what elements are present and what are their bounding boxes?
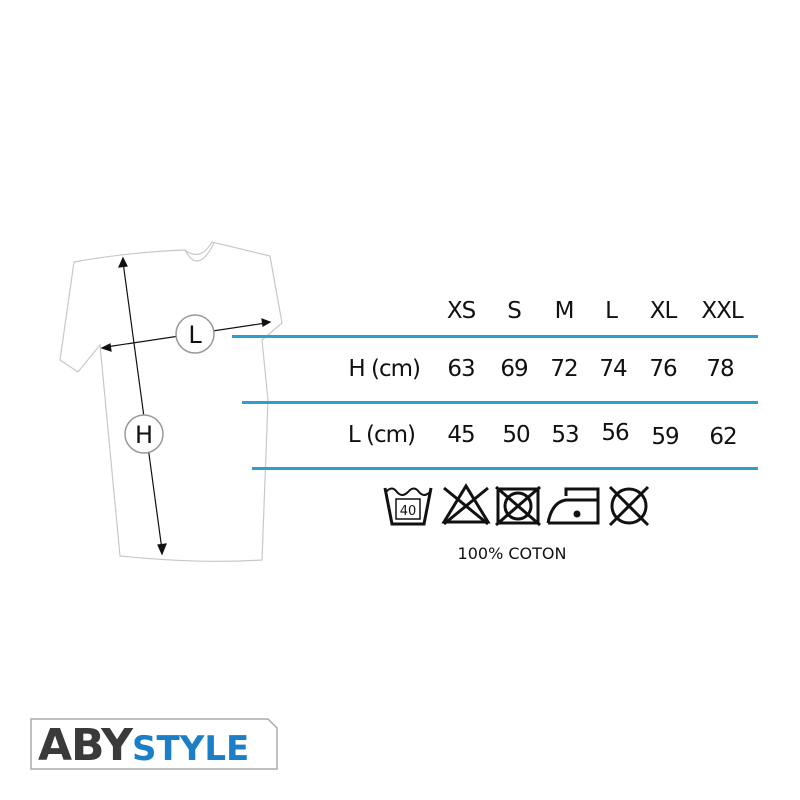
size-header-cell: XL bbox=[649, 298, 678, 324]
abystyle-logo: ABYSTYLE bbox=[30, 718, 278, 771]
size-header-cell: L bbox=[605, 298, 618, 324]
no-bleach-icon bbox=[441, 483, 491, 526]
table-cell: 76 bbox=[649, 356, 677, 382]
size-header-cell: XXL bbox=[701, 298, 743, 324]
height-marker: H bbox=[135, 421, 153, 449]
table-divider bbox=[242, 401, 758, 404]
table-cell: 72 bbox=[550, 356, 578, 382]
table-cell: 45 bbox=[447, 422, 475, 448]
no-dry-clean-icon bbox=[608, 485, 650, 527]
svg-text:40: 40 bbox=[400, 504, 417, 519]
table-cell: 56 bbox=[601, 420, 629, 446]
size-header-cell: M bbox=[554, 298, 575, 324]
material-label: 100% COTON bbox=[457, 544, 567, 563]
table-cell: 62 bbox=[709, 424, 737, 450]
table-cell: 69 bbox=[500, 356, 528, 382]
table-divider bbox=[232, 335, 758, 338]
row-label: L (cm) bbox=[347, 422, 416, 448]
wash-40-icon: 40 bbox=[383, 487, 433, 526]
no-tumble-dry-icon bbox=[495, 485, 541, 527]
table-divider bbox=[252, 467, 758, 470]
table-cell: 59 bbox=[651, 424, 679, 450]
table-cell: 50 bbox=[502, 422, 530, 448]
logo-aby: ABY bbox=[38, 720, 133, 771]
table-cell: 53 bbox=[551, 422, 579, 448]
iron-low-icon bbox=[546, 487, 600, 525]
tshirt-outline bbox=[59, 241, 283, 562]
table-cell: 74 bbox=[599, 356, 627, 382]
table-cell: 63 bbox=[447, 356, 475, 382]
row-label: H (cm) bbox=[348, 356, 421, 382]
table-cell: 78 bbox=[706, 356, 734, 382]
logo-style: STYLE bbox=[132, 729, 250, 769]
care-icons: 40 bbox=[383, 483, 650, 527]
size-header-cell: XS bbox=[446, 298, 476, 324]
size-header-cell: S bbox=[507, 298, 522, 324]
width-marker: L bbox=[188, 321, 202, 349]
